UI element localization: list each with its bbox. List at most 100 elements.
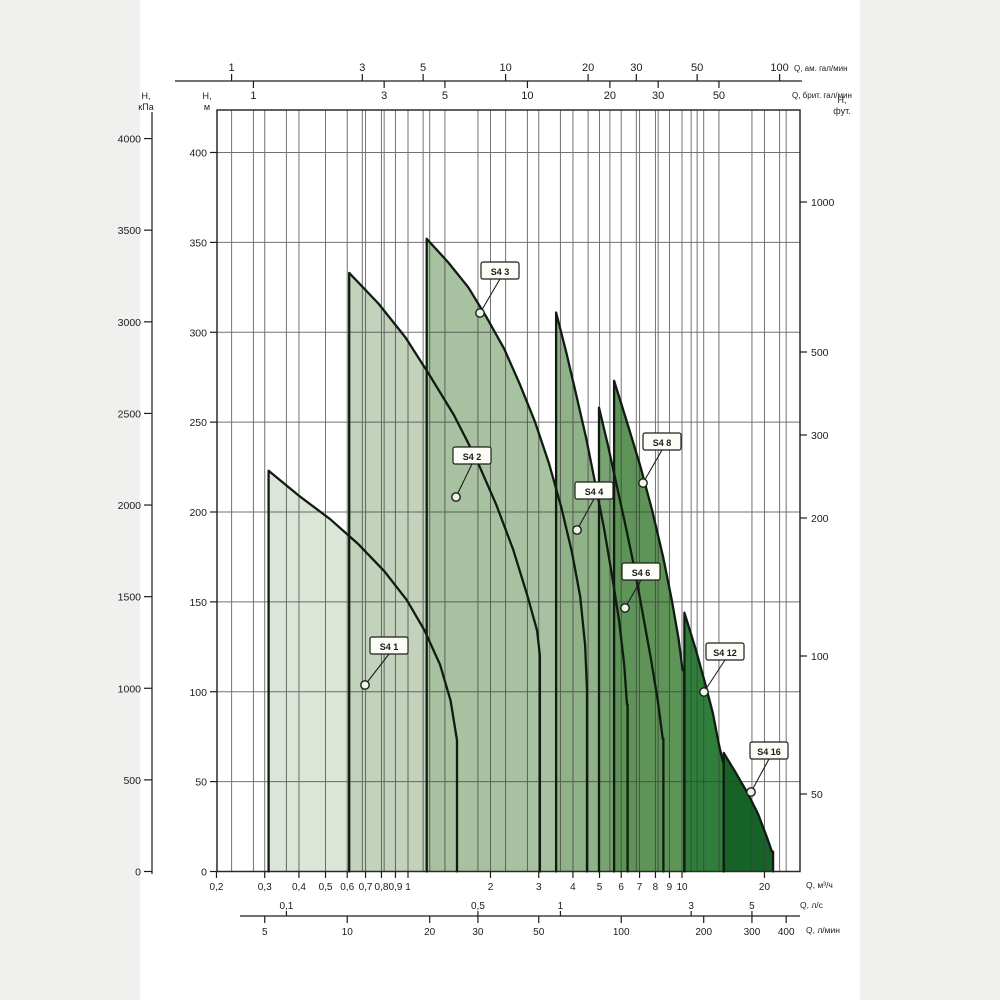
axis-left-m: 400 350 300 250 200 150 100 50 0 H,м bbox=[189, 91, 217, 879]
leader-line bbox=[642, 449, 663, 484]
tick-label-ls: 0,1 bbox=[279, 901, 293, 912]
tick-label-m: 350 bbox=[189, 237, 207, 249]
tick-label-m3h: 7 bbox=[637, 882, 643, 893]
tick-label-m: 250 bbox=[189, 417, 207, 429]
axis-top: 1 3 5 10 20 30 50 100 Q, ам. гал/мин 1 3 5 10 20 30 50 Q… bbox=[175, 62, 852, 102]
tick-label-lmin: 10 bbox=[342, 927, 354, 938]
axis-unit-imp-gpm: Q, брит. гал/мин bbox=[792, 91, 852, 100]
tick-label-us-gpm: 100 bbox=[770, 62, 788, 74]
model-label: S4 3 bbox=[491, 267, 510, 277]
tick-label-m: 150 bbox=[189, 597, 207, 609]
tick-label-ft: 500 bbox=[811, 347, 829, 359]
model-label-box bbox=[749, 741, 789, 760]
tick-label-m3h: 2 bbox=[488, 882, 494, 893]
tick-label-m: 400 bbox=[189, 148, 207, 160]
pump-curve-s4-4 bbox=[554, 311, 629, 873]
model-label-box bbox=[369, 636, 409, 655]
tick-label-m: 300 bbox=[189, 327, 207, 339]
model-annotation-s4-4: S4 4 bbox=[572, 481, 614, 535]
leader-dot bbox=[620, 603, 630, 613]
tick-label-ls: 5 bbox=[749, 901, 755, 912]
tick-label-us-gpm: 30 bbox=[630, 62, 642, 74]
axis-right-ft: 1000 500 300 200 100 50 H,фут. bbox=[800, 95, 851, 801]
model-label-box bbox=[452, 446, 492, 465]
tick-label-imp-gpm: 30 bbox=[652, 90, 664, 102]
tick-label-m3h: 20 bbox=[759, 882, 771, 893]
tick-label-us-gpm: 5 bbox=[420, 62, 426, 74]
model-label-box bbox=[642, 432, 682, 451]
tick-label-kpa: 3000 bbox=[118, 317, 142, 329]
tick-label-m3h: 5 bbox=[597, 882, 603, 893]
leader-dot bbox=[451, 492, 461, 502]
tick-label-m3h: 0,4 bbox=[292, 882, 306, 893]
model-label-box bbox=[621, 562, 661, 581]
tick-label-lmin: 30 bbox=[472, 927, 484, 938]
tick-label-lmin: 50 bbox=[533, 927, 545, 938]
tick-label-lmin: 200 bbox=[695, 927, 712, 938]
leader-line bbox=[576, 498, 595, 531]
leader-line bbox=[455, 463, 473, 498]
model-label: S4 2 bbox=[463, 452, 482, 462]
model-annotation-s4-1: S4 1 bbox=[360, 636, 409, 690]
axis-top-imp-gpm: 1 3 5 10 20 30 50 Q, брит. гал/мин bbox=[250, 81, 852, 102]
tick-label-us-gpm: 20 bbox=[582, 62, 594, 74]
axis-unit-ls: Q, л/с bbox=[800, 900, 824, 910]
tick-label-imp-gpm: 3 bbox=[381, 90, 387, 102]
leader-line bbox=[703, 659, 726, 693]
tick-label-imp-gpm: 1 bbox=[250, 90, 256, 102]
model-annotation-s4-8: S4 8 bbox=[638, 432, 682, 488]
model-label: S4 1 bbox=[380, 642, 399, 652]
tick-label-kpa: 2500 bbox=[118, 408, 142, 420]
axis-title-kpa: кПа bbox=[138, 102, 153, 112]
tick-label-imp-gpm: 50 bbox=[713, 90, 725, 102]
tick-label-m3h: 10 bbox=[676, 882, 688, 893]
pump-curve-s4-8 bbox=[612, 379, 686, 873]
axis-unit-lmin: Q, л/мин bbox=[806, 925, 840, 935]
axis-unit-m3h: Q, м³/ч bbox=[806, 880, 833, 890]
model-annotation-s4-3: S4 3 bbox=[475, 261, 520, 318]
model-annotation-s4-2: S4 2 bbox=[451, 446, 492, 502]
tick-label-m3h: 9 bbox=[667, 882, 673, 893]
axis-title-ft: H, bbox=[838, 95, 847, 105]
tick-label-kpa: 2000 bbox=[118, 500, 142, 512]
axis-left-kpa: 4000 3500 3000 2500 2000 1500 1000 500 0 H,кПа bbox=[118, 91, 154, 879]
leader-dot bbox=[746, 787, 756, 797]
tick-label-us-gpm: 3 bbox=[359, 62, 365, 74]
model-annotation-s4-12: S4 12 bbox=[699, 642, 745, 697]
tick-label-kpa: 0 bbox=[135, 867, 141, 879]
model-label: S4 8 bbox=[653, 438, 672, 448]
pump-envelope-s4-3 bbox=[426, 238, 587, 872]
plot-border bbox=[216, 109, 801, 873]
pump-curve-s4-16 bbox=[722, 751, 775, 873]
tick-label-lmin: 400 bbox=[778, 927, 795, 938]
model-annotation-s4-6: S4 6 bbox=[620, 562, 661, 613]
tick-label-us-gpm: 1 bbox=[229, 62, 235, 74]
tick-label-kpa: 3500 bbox=[118, 225, 142, 237]
tick-label-m: 0 bbox=[201, 867, 207, 879]
axis-top-us-gpm: 1 3 5 10 20 30 50 100 Q, ам. гал/мин bbox=[229, 62, 848, 81]
leader-line bbox=[479, 278, 501, 314]
tick-label-ft: 300 bbox=[811, 430, 829, 442]
tick-label-kpa: 1500 bbox=[118, 592, 142, 604]
tick-label-m: 100 bbox=[189, 687, 207, 699]
tick-label-m3h: 1 bbox=[405, 882, 411, 893]
tick-label-kpa: 500 bbox=[123, 775, 141, 787]
axis-bottom-m3h: 0,2 0,3 0,4 0,5 0,6 0,7 0,8 0,9 1 2 3 4 5 6 7 8 9 10 20 Q, … bbox=[210, 871, 833, 893]
tick-label-m3h: 8 bbox=[653, 882, 659, 893]
tick-label-us-gpm: 50 bbox=[691, 62, 703, 74]
tick-label-ft: 200 bbox=[811, 513, 829, 525]
leader-dot bbox=[572, 525, 582, 535]
tick-label-m3h: 0,2 bbox=[210, 882, 224, 893]
tick-label-us-gpm: 10 bbox=[499, 62, 511, 74]
tick-label-ls: 0,5 bbox=[471, 901, 485, 912]
model-label-box bbox=[480, 261, 520, 280]
tick-label-m3h: 0,7 bbox=[359, 882, 373, 893]
model-annotations: S4 1 S4 2 S4 3 S4 4 S4 6 S4 8 S4 12 S4 16 bbox=[360, 261, 789, 797]
model-label: S4 16 bbox=[757, 747, 781, 757]
tick-label-m3h: 3 bbox=[536, 882, 542, 893]
tick-label-m3h: 6 bbox=[618, 882, 624, 893]
pump-envelope-s4-16 bbox=[723, 752, 774, 872]
model-label: S4 12 bbox=[713, 648, 737, 658]
